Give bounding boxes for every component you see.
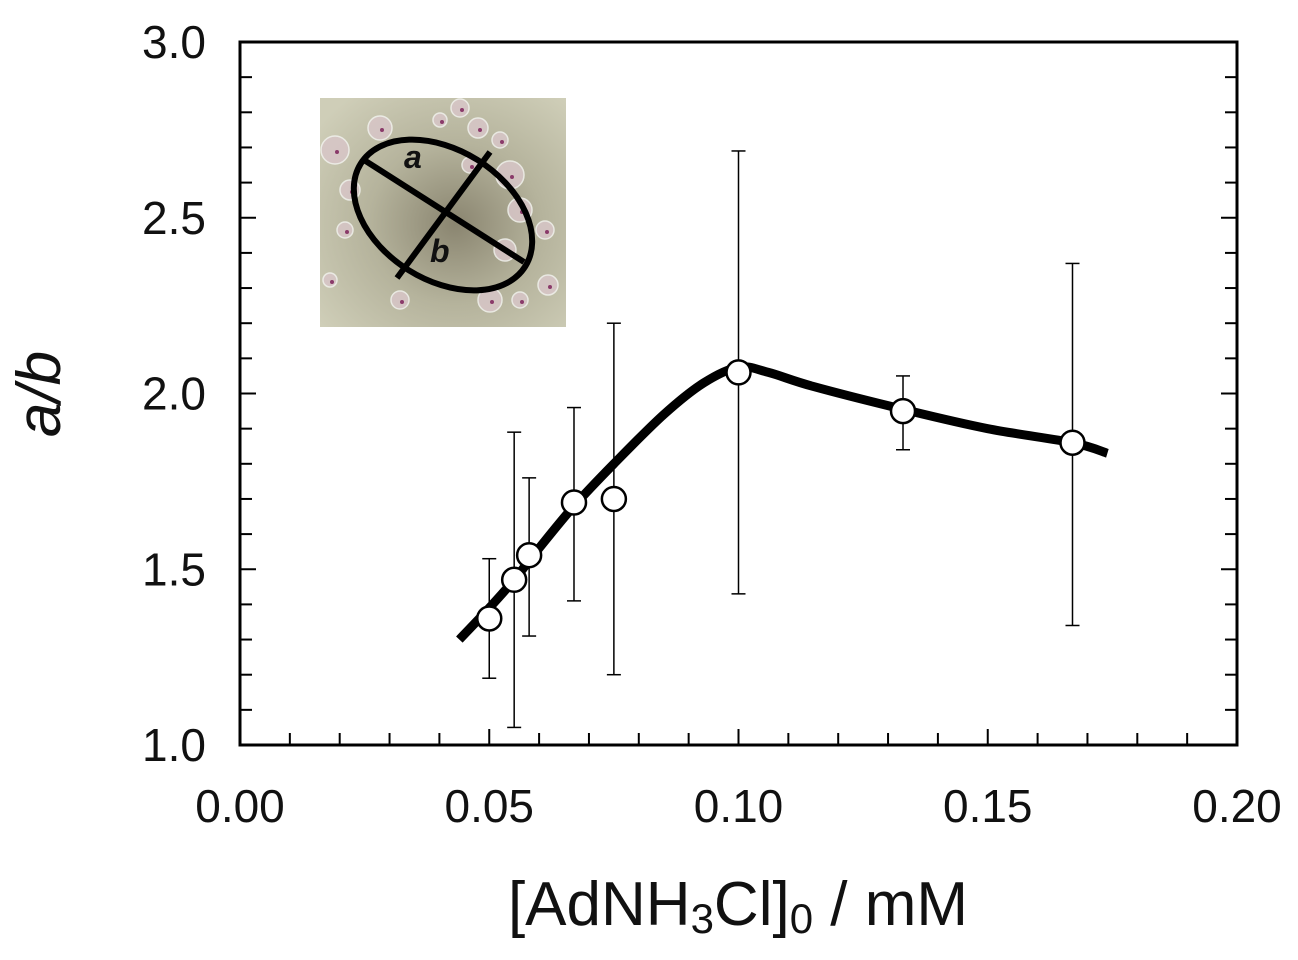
droplet bbox=[450, 98, 470, 118]
droplet-core bbox=[478, 128, 482, 132]
droplet-core bbox=[490, 300, 494, 304]
inset-micrograph: a b bbox=[320, 98, 566, 327]
x-tick-label: 0.20 bbox=[1192, 780, 1282, 832]
droplet bbox=[367, 115, 393, 141]
inset-label-a: a bbox=[404, 139, 422, 175]
droplet bbox=[432, 112, 448, 128]
y-tick-label: 1.0 bbox=[142, 719, 206, 771]
data-points bbox=[476, 359, 1086, 632]
x-tick-label: 0.00 bbox=[195, 780, 285, 832]
guide-curve bbox=[456, 362, 1109, 643]
minor-axis-line bbox=[394, 150, 493, 280]
droplet bbox=[320, 135, 350, 165]
data-point bbox=[560, 489, 588, 516]
data-point bbox=[600, 485, 628, 513]
x-label-prefix: [AdNH bbox=[508, 870, 691, 939]
data-point bbox=[725, 359, 752, 386]
axes: 0.00 0.05 0.10 0.15 0.20 1.0 1.5 2.0 2.5 3.0 bbox=[142, 16, 1282, 832]
droplet-core bbox=[500, 140, 504, 144]
y-tick-label: 2.0 bbox=[142, 368, 206, 420]
droplet bbox=[390, 290, 410, 310]
droplet-core bbox=[380, 128, 384, 132]
droplet-core bbox=[335, 150, 339, 154]
y-tick-label: 1.5 bbox=[142, 543, 206, 595]
data-point bbox=[500, 566, 528, 594]
droplet-core bbox=[400, 300, 404, 304]
droplet bbox=[467, 117, 489, 139]
droplet bbox=[535, 220, 555, 240]
x-tick-label: 0.10 bbox=[694, 780, 784, 832]
droplet-core bbox=[548, 285, 552, 289]
inset-label-b: b bbox=[430, 233, 450, 269]
droplet bbox=[336, 221, 354, 239]
droplet bbox=[511, 291, 529, 309]
droplet bbox=[322, 272, 338, 288]
droplet bbox=[491, 131, 509, 149]
x-label-suffix: / mM bbox=[813, 870, 968, 939]
droplet-core bbox=[345, 230, 349, 234]
data-point bbox=[889, 397, 917, 425]
ellipse-outline bbox=[350, 136, 536, 294]
data-point bbox=[476, 605, 503, 632]
y-tick-label: 2.5 bbox=[142, 192, 206, 244]
x-axis-label: [AdNH3Cl]0 / mM bbox=[508, 870, 968, 942]
x-label-sub1: 3 bbox=[691, 895, 714, 942]
droplets bbox=[320, 98, 559, 313]
x-tick-label: 0.05 bbox=[444, 780, 534, 832]
y-tick-label: 3.0 bbox=[142, 16, 206, 68]
droplet-core bbox=[460, 108, 464, 112]
x-label-mid: Cl] bbox=[714, 870, 790, 939]
droplet-core bbox=[470, 165, 474, 169]
data-point bbox=[515, 541, 543, 569]
droplet bbox=[537, 274, 559, 296]
x-tick-label: 0.15 bbox=[943, 780, 1033, 832]
droplet-core bbox=[510, 175, 514, 179]
droplet-core bbox=[545, 230, 549, 234]
x-label-sub2: 0 bbox=[790, 895, 813, 942]
droplet-core bbox=[520, 300, 524, 304]
y-axis-label: a/b bbox=[5, 351, 74, 437]
droplet-core bbox=[440, 120, 444, 124]
droplet-core bbox=[330, 280, 334, 284]
data-point bbox=[1059, 429, 1086, 456]
error-bars bbox=[482, 150, 1080, 729]
